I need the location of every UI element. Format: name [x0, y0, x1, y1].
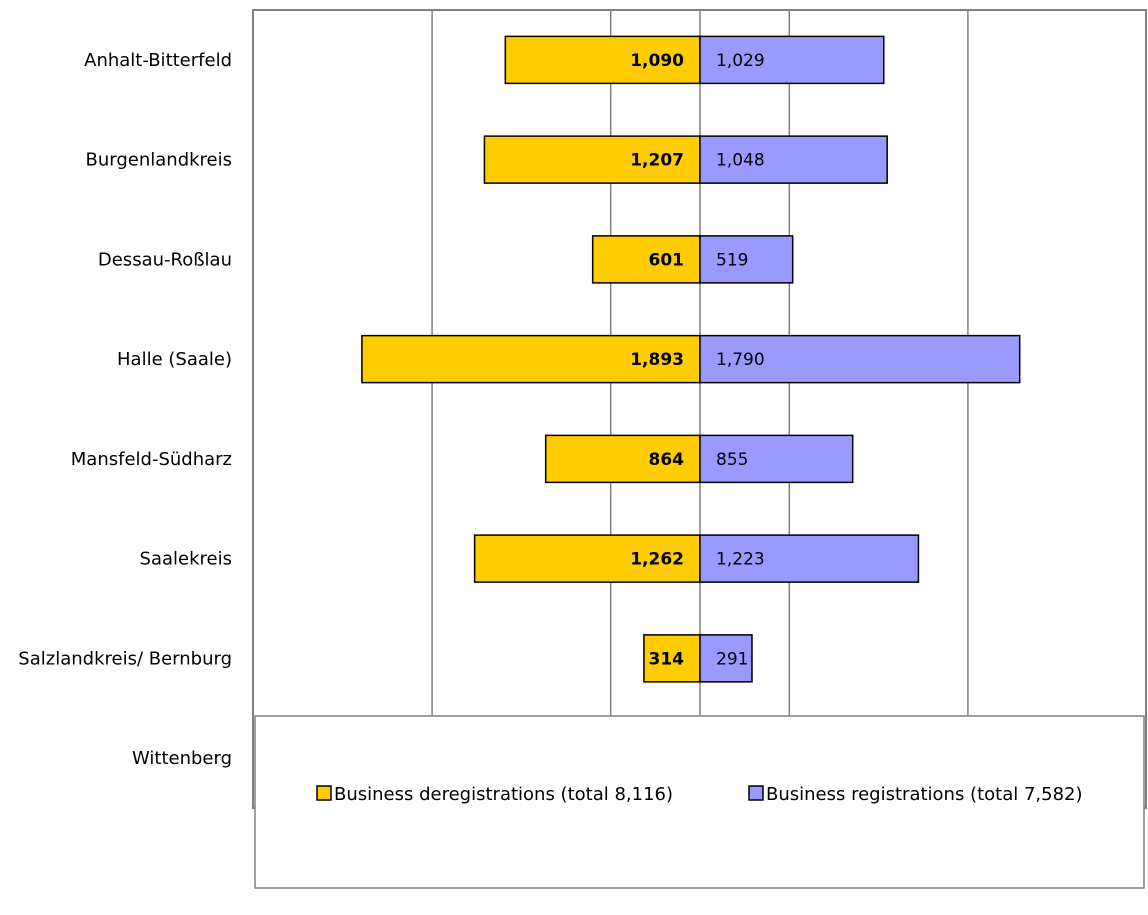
data-label-deregistrations-1: 1,207: [630, 151, 684, 171]
data-label-registrations-0: 1,029: [716, 51, 765, 71]
category-label-1: Burgenlandkreis: [86, 150, 233, 171]
legend-box: [254, 715, 1145, 889]
category-label-0: Anhalt-Bitterfeld: [84, 50, 232, 71]
data-label-registrations-2: 519: [716, 250, 748, 270]
legend-swatch-0: [316, 785, 332, 801]
bar-registrations-6: [699, 634, 753, 683]
data-label-deregistrations-0: 1,090: [630, 51, 684, 71]
bar-deregistrations-0: [504, 35, 701, 85]
bar-registrations-5: [699, 534, 920, 583]
category-label-3: Halle (Saale): [117, 349, 232, 370]
bar-registrations-3: [699, 334, 1021, 384]
category-label-6: Salzlandkreis/ Bernburg: [18, 648, 232, 669]
data-label-registrations-3: 1,790: [716, 350, 765, 370]
data-label-deregistrations-6: 314: [649, 649, 685, 669]
bar-deregistrations-2: [591, 235, 701, 284]
data-label-registrations-4: 855: [716, 450, 748, 470]
bars: 1,090 1,029 1,207 1,048 601 519 1,893 1,790 864 8…: [361, 35, 1021, 783]
legend: Business deregistrations (total 8,116) Bu…: [254, 715, 1145, 889]
bar-registrations-2: [699, 235, 794, 284]
bar-deregistrations-1: [483, 135, 701, 184]
data-label-registrations-5: 1,223: [716, 550, 765, 570]
category-label-4: Mansfeld-Südharz: [71, 449, 232, 470]
legend-label-1: Business registrations (total 7,582): [766, 784, 1083, 805]
bar-registrations-4: [699, 434, 854, 484]
bar-deregistrations-3: [361, 334, 701, 384]
data-label-registrations-1: 1,048: [716, 151, 765, 171]
category-label-7: Wittenberg: [132, 748, 232, 769]
gridlines: [431, 10, 969, 808]
bar-deregistrations-5: [473, 534, 701, 583]
category-label-5: Saalekreis: [140, 549, 232, 570]
category-label-2: Dessau-Roßlau: [98, 249, 232, 270]
bar-deregistrations-6: [643, 634, 701, 683]
bar-registrations-1: [699, 135, 888, 184]
category-labels: Anhalt-Bitterfeld Burgenlandkreis Dessau-R…: [18, 50, 232, 769]
legend-swatch-1: [748, 785, 764, 801]
bar-registrations-0: [699, 35, 885, 85]
data-label-registrations-6: 291: [716, 649, 748, 669]
bar-deregistrations-4: [544, 434, 701, 484]
data-label-deregistrations-5: 1,262: [630, 550, 684, 570]
data-label-deregistrations-3: 1,893: [630, 350, 684, 370]
legend-label-0: Business deregistrations (total 8,116): [334, 784, 673, 805]
data-label-deregistrations-4: 864: [649, 450, 685, 470]
data-label-deregistrations-2: 601: [649, 250, 685, 270]
